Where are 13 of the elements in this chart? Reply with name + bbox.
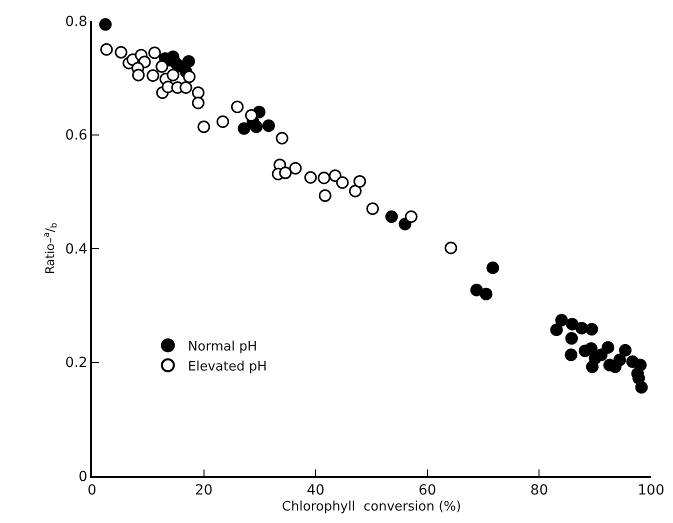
x-tick-label: 20 (194, 482, 213, 499)
legend-label: Elevated pH (188, 359, 267, 374)
x-tick-label: 80 (530, 482, 548, 499)
y-tick-label: 0 (78, 468, 88, 485)
x-tick-label: 60 (418, 482, 436, 499)
x-axis-title: Chlorophyll conversion (%) (282, 500, 462, 515)
x-tick-label: 40 (306, 482, 325, 499)
y-tick-label: 0.8 (65, 14, 88, 30)
y-tick-label: 0.2 (65, 355, 88, 372)
legend-label: Normal pH (188, 339, 258, 354)
x-tick-label: 100 (638, 482, 664, 499)
y-tick-label: 0.4 (65, 241, 88, 258)
y-tick-label: 0.6 (65, 128, 88, 144)
